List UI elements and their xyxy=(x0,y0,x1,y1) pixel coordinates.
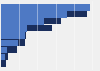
Bar xyxy=(1,46,17,53)
Bar xyxy=(1,40,18,46)
Bar xyxy=(1,25,27,32)
Bar xyxy=(1,11,67,18)
Bar xyxy=(1,54,5,60)
Bar xyxy=(1,18,44,25)
Bar xyxy=(1,60,6,67)
Bar xyxy=(1,32,26,39)
Bar xyxy=(1,32,25,39)
Bar xyxy=(1,39,25,46)
Bar xyxy=(1,4,90,11)
Bar xyxy=(1,47,7,53)
Bar xyxy=(1,11,87,17)
Bar xyxy=(1,25,52,31)
Bar xyxy=(1,53,8,60)
Bar xyxy=(1,18,61,24)
